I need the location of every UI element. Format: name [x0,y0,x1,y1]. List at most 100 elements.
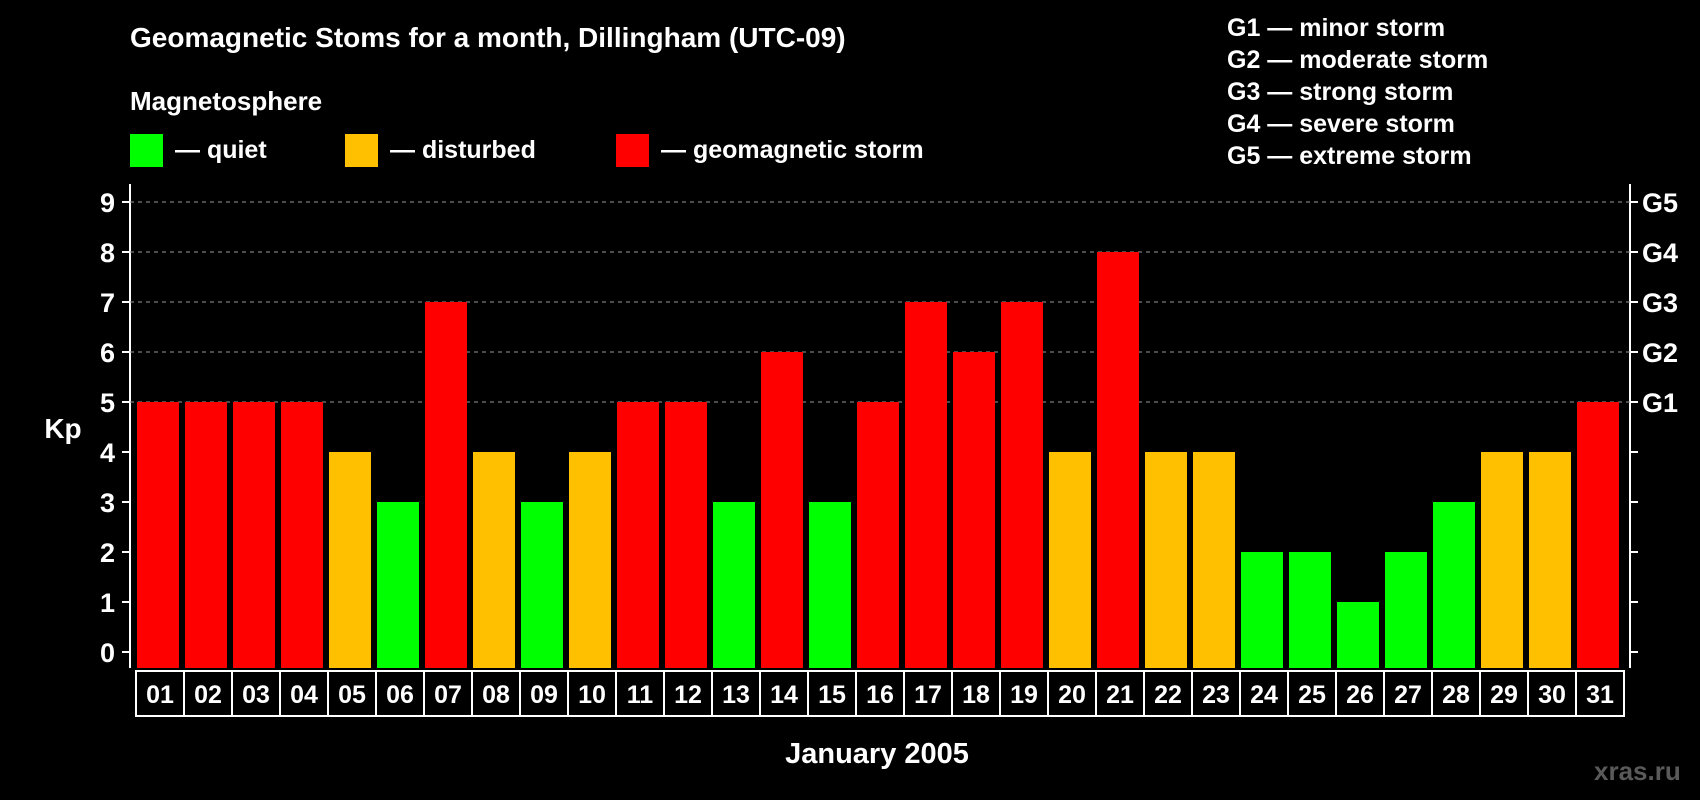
x-tick-label-04: 04 [290,681,318,709]
y-tick-label: 9 [100,188,115,218]
x-tick-label-09: 09 [530,681,558,709]
bar-day-09 [521,502,563,668]
bar-day-05 [329,452,371,668]
legend-label-storm: — geomagnetic storm [661,136,924,164]
x-tick-label-14: 14 [770,681,798,709]
x-tick-label-26: 26 [1346,681,1374,709]
right-axis-label-g3: G3 [1642,288,1678,318]
x-tick-label-15: 15 [818,681,846,709]
bar-day-06 [377,502,419,668]
legend-item-disturbed: — disturbed [345,134,536,167]
storm-scale-g5: G5 — extreme storm [1227,142,1472,170]
x-tick-label-18: 18 [962,681,990,709]
bar-day-07 [425,302,467,668]
y-tick-label: 2 [100,538,115,568]
x-tick-label-30: 30 [1538,681,1566,709]
bar-day-18 [953,352,995,668]
category-box-frame [135,670,1625,717]
bar-day-12 [665,402,707,668]
bar-day-21 [1097,252,1139,668]
x-tick-label-06: 06 [386,681,414,709]
bar-day-27 [1385,552,1427,668]
x-tick-label-01: 01 [146,681,174,709]
y-tick-label: 3 [100,488,115,518]
x-tick-label-25: 25 [1298,681,1326,709]
x-tick-label-02: 02 [194,681,222,709]
storm-swatch [616,134,649,167]
x-tick-label-11: 11 [627,681,654,709]
storm-scale-g1: G1 — minor storm [1227,14,1446,42]
x-tick-label-27: 27 [1394,681,1422,709]
x-tick-label-19: 19 [1010,681,1038,709]
legend-item-storm: — geomagnetic storm [616,134,924,167]
bar-day-10 [569,452,611,668]
bar-day-25 [1289,552,1331,668]
x-tick-label-21: 21 [1106,681,1134,709]
bar-day-11 [617,402,659,668]
chart-title: Geomagnetic Stoms for a month, Dillingha… [130,22,846,53]
bar-day-29 [1481,452,1523,668]
bar-day-13 [713,502,755,668]
y-tick-label: 6 [100,338,115,368]
bar-day-26 [1337,602,1379,668]
x-tick-label-13: 13 [722,681,750,709]
x-tick-label-07: 07 [434,681,462,709]
bar-day-04 [281,402,323,668]
x-tick-label-08: 08 [482,681,510,709]
x-tick-label-10: 10 [578,681,606,709]
right-axis-label-g5: G5 [1642,188,1678,218]
legend-label-disturbed: — disturbed [390,136,536,164]
y-tick-label: 5 [100,388,115,418]
x-tick-label-24: 24 [1250,681,1278,709]
x-tick-label-22: 22 [1154,681,1182,709]
y-tick-label: 1 [100,588,115,618]
bar-day-22 [1145,452,1187,668]
storm-scale-g4: G4 — severe storm [1227,110,1455,138]
bar-day-03 [233,402,275,668]
watermark: xras.ru [1594,756,1681,786]
x-tick-label-12: 12 [674,681,702,709]
disturbed-swatch [345,134,378,167]
bar-day-17 [905,302,947,668]
x-tick-label-31: 31 [1586,681,1614,709]
x-tick-label-29: 29 [1490,681,1518,709]
color-legend: — quiet — disturbed — geomagnetic storm [130,134,1030,168]
x-tick-label-16: 16 [866,681,894,709]
legend-heading: Magnetosphere [130,86,323,116]
bar-day-20 [1049,452,1091,668]
bar-day-08 [473,452,515,668]
x-tick-label-03: 03 [242,681,270,709]
bar-day-01 [137,402,179,668]
right-axis-label-g1: G1 [1642,388,1678,418]
y-tick-label: 8 [100,238,115,268]
bar-day-16 [857,402,899,668]
x-tick-label-05: 05 [338,681,366,709]
bar-day-19 [1001,302,1043,668]
legend-label-quiet: — quiet [175,136,267,164]
y-axis-title: Kp [44,413,81,444]
bar-day-15 [809,502,851,668]
bar-day-30 [1529,452,1571,668]
quiet-swatch [130,134,163,167]
bar-day-24 [1241,552,1283,668]
y-tick-label: 0 [100,638,115,668]
x-tick-label-28: 28 [1442,681,1470,709]
storm-scale-g2: G2 — moderate storm [1227,46,1489,74]
x-axis-title: January 2005 [785,738,969,770]
x-tick-label-20: 20 [1058,681,1086,709]
right-axis-label-g4: G4 [1642,238,1678,268]
y-tick-label: 4 [100,438,115,468]
right-axis-label-g2: G2 [1642,338,1678,368]
legend-item-quiet: — quiet [130,134,267,167]
storm-scale-g3: G3 — strong storm [1227,78,1454,106]
bar-day-23 [1193,452,1235,668]
bar-day-31 [1577,402,1619,668]
bar-day-02 [185,402,227,668]
x-tick-label-17: 17 [914,681,942,709]
x-tick-label-23: 23 [1202,681,1230,709]
bar-day-28 [1433,502,1475,668]
storm-scale-legend: G1 — minor storm G2 — moderate storm G3 … [1227,12,1488,172]
y-tick-label: 7 [100,288,115,318]
bar-day-14 [761,352,803,668]
